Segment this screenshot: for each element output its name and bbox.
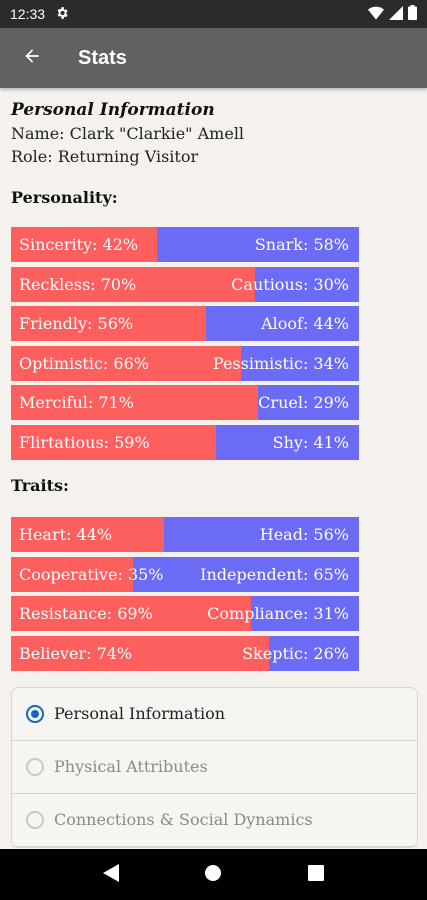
nav-back-button[interactable]	[91, 855, 131, 895]
bar-fill-left	[11, 385, 259, 421]
section-option-label: Connections & Social Dynamics	[54, 810, 313, 830]
section-option[interactable]: Physical Attributes	[12, 741, 417, 794]
circle-home-icon	[204, 864, 222, 886]
nav-home-button[interactable]	[193, 855, 233, 895]
radio-button-icon[interactable]	[26, 757, 44, 776]
section-selector: Personal Information Physical Attributes C…	[11, 686, 418, 848]
traits-bars: Heart: 44% Head: 56% Cooperative: 35% Indep…	[11, 516, 416, 671]
traits-heading: Traits:	[11, 475, 69, 495]
signal-icon	[389, 5, 403, 23]
bar-label-left: Friendly: 56%	[19, 314, 134, 334]
role-line: Role: Returning Visitor	[11, 147, 199, 166]
section-option[interactable]: Connections & Social Dynamics	[12, 794, 417, 847]
bar-label-left: Flirtatious: 59%	[19, 432, 150, 452]
navigation-bar	[0, 849, 427, 900]
bar-label-right: Skeptic: 26%	[242, 643, 349, 663]
bar-fill-right	[240, 345, 359, 381]
bar-label-right: Cautious: 30%	[231, 274, 349, 294]
radio-button-icon[interactable]	[26, 704, 44, 723]
bar-fill-left	[11, 306, 206, 342]
trait-bar: Reckless: 70% Cautious: 30%	[11, 266, 359, 302]
bar-label-left: Sincerity: 42%	[19, 235, 139, 254]
trait-bar: Merciful: 71% Cruel: 29%	[11, 385, 359, 421]
bar-label-right: Compliance: 31%	[207, 604, 349, 624]
stats-content[interactable]: Personal Information Name: Clark "Clarki…	[0, 88, 427, 849]
bar-fill-left	[11, 424, 217, 460]
wifi-icon	[368, 6, 384, 23]
trait-bar: Flirtatious: 59% Shy: 41%	[11, 424, 359, 460]
bar-label-left: Believer: 74%	[19, 643, 133, 663]
nav-recents-button[interactable]	[296, 855, 336, 895]
radio-button-icon[interactable]	[26, 810, 44, 829]
trait-bar: Sincerity: 42% Snark: 58%	[11, 227, 359, 262]
status-bar: 12:33	[0, 0, 427, 28]
bar-fill-right	[205, 306, 359, 342]
personality-heading: Personality:	[11, 188, 118, 207]
bar-fill-left	[11, 516, 165, 552]
page-title: Stats	[78, 46, 127, 69]
app-bar: Stats	[0, 28, 427, 88]
trait-bar: Believer: 74% Skeptic: 26%	[11, 635, 359, 671]
bar-fill-right	[164, 516, 359, 552]
name-line: Name: Clark "Clarkie" Amell	[11, 124, 245, 143]
section-option[interactable]: Personal Information	[12, 688, 417, 741]
settings-gear-icon	[55, 6, 69, 23]
bar-fill-right	[254, 266, 359, 302]
personal-info-title: Personal Information	[11, 100, 215, 120]
trait-bar: Heart: 44% Head: 56%	[11, 516, 359, 552]
bar-label-left: Heart: 44%	[19, 524, 113, 544]
bar-label-left: Merciful: 71%	[19, 393, 134, 413]
trait-bar: Resistance: 69% Compliance: 31%	[11, 596, 359, 632]
personality-bars: Sincerity: 42% Snark: 58% Reckless: 70% Cau…	[11, 227, 416, 460]
trait-bar: Optimistic: 66% Pessimistic: 34%	[11, 345, 359, 381]
bar-label-left: Reckless: 70%	[19, 274, 137, 294]
triangle-back-icon	[103, 863, 120, 886]
bar-fill-right	[258, 385, 359, 421]
bar-fill-right	[132, 556, 359, 592]
bar-label-right: Head: 56%	[259, 524, 349, 544]
bar-label-left: Resistance: 69%	[19, 604, 153, 624]
bar-fill-left	[11, 635, 269, 671]
bar-fill-right	[157, 227, 359, 262]
bar-fill-right	[251, 596, 359, 632]
bar-label-left: Cooperative: 35%	[19, 564, 164, 584]
bar-label-right: Shy: 41%	[272, 432, 349, 452]
section-option-label: Personal Information	[54, 704, 226, 724]
bar-fill-left	[11, 556, 133, 592]
bar-fill-left	[11, 227, 158, 262]
square-recents-icon	[307, 864, 324, 885]
bar-label-left: Optimistic: 66%	[19, 353, 149, 373]
arrow-back-icon	[22, 46, 42, 70]
trait-bar: Cooperative: 35% Independent: 65%	[11, 556, 359, 592]
bar-label-right: Snark: 58%	[254, 235, 349, 254]
trait-bar: Friendly: 56% Aloof: 44%	[11, 306, 359, 342]
status-time: 12:33	[10, 6, 46, 22]
battery-icon	[408, 5, 417, 23]
bar-fill-right	[216, 424, 359, 460]
back-button[interactable]	[0, 28, 64, 88]
bar-label-right: Aloof: 44%	[261, 314, 349, 334]
bar-label-right: Pessimistic: 34%	[212, 353, 349, 373]
bar-fill-left	[11, 266, 255, 302]
bar-fill-left	[11, 596, 252, 632]
bar-label-right: Independent: 65%	[200, 564, 349, 584]
section-option-label: Physical Attributes	[54, 757, 208, 777]
bar-fill-left	[11, 345, 241, 381]
bar-label-right: Cruel: 29%	[258, 393, 349, 413]
bar-fill-right	[268, 635, 359, 671]
